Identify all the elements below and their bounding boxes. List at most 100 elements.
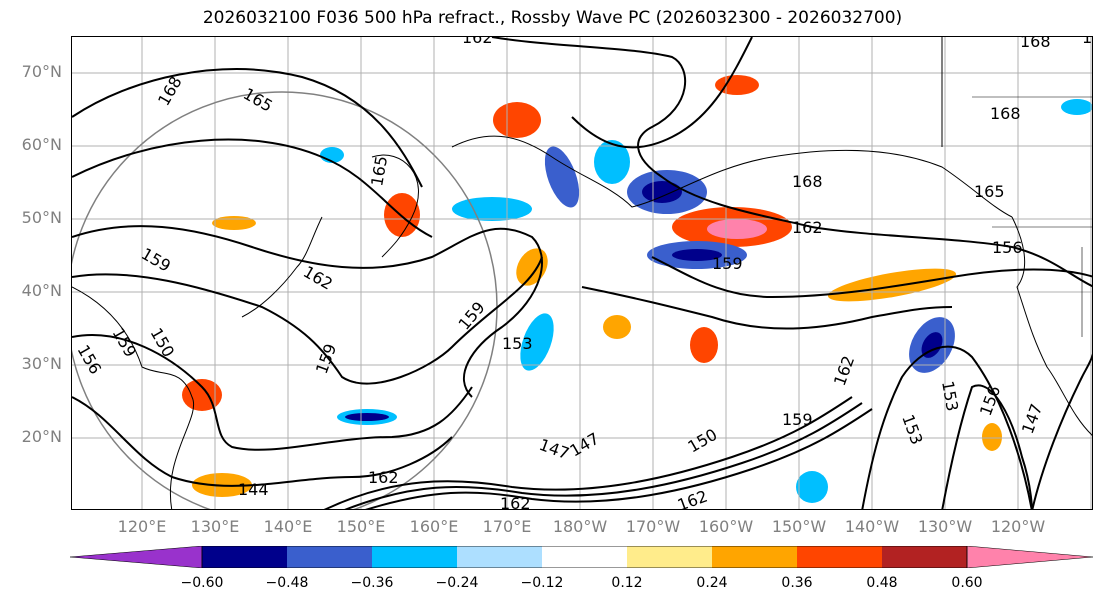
contour-line: [72, 138, 433, 238]
anomaly-patch: [544, 146, 580, 208]
lon-label-180w: 180°W: [552, 517, 608, 536]
anomaly-patch: [493, 102, 541, 138]
contour-label: 153: [938, 379, 962, 412]
lat-label-50n: 50°N: [21, 208, 62, 227]
anomaly-patch: [452, 197, 532, 221]
colorbar-tick-label: −0.24: [435, 575, 479, 591]
contour-line: [323, 396, 853, 509]
anomaly-patch: [642, 181, 682, 203]
contour-label: 165: [367, 154, 391, 187]
lon-label-160w: 160°W: [698, 517, 754, 536]
contour-label: 159: [109, 325, 141, 361]
coastlines: [72, 37, 1092, 509]
colorbar-swatch-10: [966, 546, 1094, 568]
asia-coastline: [72, 286, 195, 509]
lon-label-160e: 160°E: [409, 517, 459, 536]
anomaly-patch: [707, 219, 767, 239]
contour-label: 162: [830, 353, 858, 388]
contour-label: 159: [455, 298, 489, 334]
contour-label: 168: [990, 104, 1021, 123]
colorbar-tick-label: −0.60: [180, 575, 224, 591]
lon-label-130w: 130°W: [917, 517, 973, 536]
lon-label-140e: 140°E: [263, 517, 313, 536]
contour-line: [344, 402, 863, 509]
anomaly-patch: [384, 193, 420, 237]
colorbar-outline: [201, 546, 968, 568]
anomaly-patch: [594, 140, 630, 184]
colorbar-tick-label: 0.36: [781, 575, 813, 591]
anomaly-patch: [345, 413, 389, 421]
contour-label: 162: [500, 494, 531, 510]
contour-label: 159: [138, 244, 174, 276]
colorbar-swatch-5: [542, 546, 627, 568]
contour-line: [941, 384, 1033, 509]
lat-label-60n: 60°N: [21, 135, 62, 154]
contour-label: 159: [312, 341, 340, 376]
lon-label-170e: 170°E: [482, 517, 532, 536]
lat-label-70n: 70°N: [21, 62, 62, 81]
lon-label-130e: 130°E: [190, 517, 240, 536]
colorbar-tick-label: 0.48: [866, 575, 898, 591]
colorbar-tick-label: 0.12: [611, 575, 643, 591]
anomaly-patch: [212, 216, 256, 230]
colorbar-swatch-8: [797, 546, 882, 568]
lat-label-40n: 40°N: [21, 281, 62, 300]
contour-line: [72, 68, 423, 188]
contour-label: 147: [537, 435, 572, 463]
contour-label: 147: [1018, 401, 1046, 436]
anomaly-patch: [520, 313, 554, 371]
contour-label: 150: [685, 425, 721, 457]
colorbar-tick-label: 0.60: [951, 575, 983, 591]
contour-label: 162: [792, 218, 823, 237]
contour-line: [571, 37, 753, 149]
contour-line: [1031, 353, 1092, 509]
border-lines: [972, 96, 1092, 337]
contour-label: 147: [567, 429, 603, 461]
contours: [72, 37, 1092, 509]
lon-label-140w: 140°W: [844, 517, 900, 536]
colorbar-tick-label: 0.24: [696, 575, 728, 591]
colorbar-swatch-2: [287, 546, 372, 568]
contour-line: [651, 256, 1092, 299]
contour-label: 156: [992, 238, 1023, 257]
contour-line: [491, 37, 1092, 288]
anomaly-shading: [182, 75, 1092, 503]
lon-label-120e: 120°E: [117, 517, 167, 536]
anomaly-patch: [516, 248, 548, 286]
anomaly-patch: [1061, 99, 1092, 115]
colorbar-tick-label: −0.48: [265, 575, 309, 591]
map-canvas: 162 165 168 168 168 165 159 162 165 162 …: [72, 37, 1093, 510]
colorbar-swatch-7: [712, 546, 797, 568]
colorbar-tick-label: −0.36: [350, 575, 394, 591]
contour-line: [72, 396, 453, 487]
contour-line: [365, 408, 873, 509]
lat-label-30n: 30°N: [21, 354, 62, 373]
anomaly-patch: [603, 315, 631, 339]
contour-label: 162: [462, 37, 493, 47]
anomaly-patch: [827, 268, 957, 302]
contour-label: 165: [974, 182, 1005, 201]
anomaly-patch: [182, 379, 222, 411]
kamchatka-coastline: [371, 154, 419, 258]
colorbar-swatch-1: [202, 546, 287, 568]
contour-label: 156: [74, 342, 106, 378]
contour-line: [72, 334, 473, 451]
contour-label: 153: [502, 334, 533, 353]
contour-label: 162: [368, 468, 399, 487]
contour-line: [72, 256, 543, 385]
colorbar-swatch-9: [882, 546, 967, 568]
contour-line: [861, 345, 1033, 509]
colorbar-swatch-3: [372, 546, 457, 568]
colorbar: [70, 546, 1094, 568]
lon-label-170w: 170°W: [625, 517, 681, 536]
colorbar-swatch-0: [70, 546, 203, 568]
contour-line: [581, 286, 953, 330]
anomaly-patch: [672, 249, 722, 261]
map-panel: 162 165 168 168 168 165 159 162 165 162 …: [71, 36, 1093, 510]
contour-label: 153: [898, 412, 926, 447]
colorbar-swatch-4: [457, 546, 542, 568]
anomaly-patch: [690, 327, 718, 363]
map-title: 2026032100 F036 500 hPa refract., Rossby…: [202, 8, 903, 28]
lat-label-20n: 20°N: [21, 427, 62, 446]
contour-label: 159: [1082, 37, 1093, 47]
